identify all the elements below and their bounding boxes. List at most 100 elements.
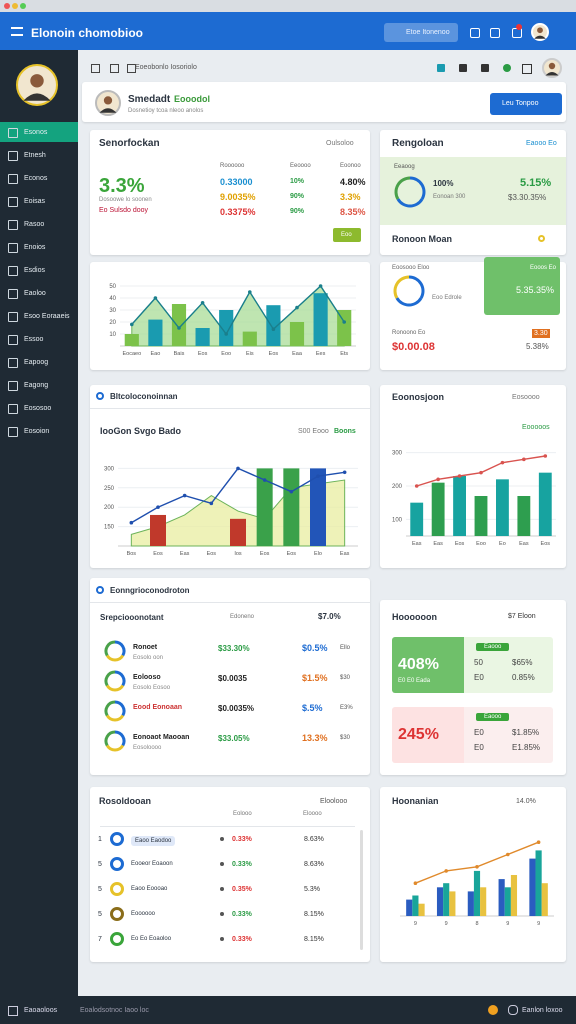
row-value: 0.33%	[232, 836, 252, 843]
x-tick-label: 8	[475, 921, 478, 927]
panel-link[interactable]: $7 Eloon	[508, 613, 536, 620]
title-rule	[90, 408, 370, 409]
tool-icon[interactable]	[437, 64, 445, 72]
tool-icon[interactable]	[91, 64, 100, 73]
window-dot	[20, 3, 26, 9]
nav-icon	[8, 312, 18, 322]
tool-icon[interactable]	[503, 64, 511, 72]
card-line: 50	[474, 658, 483, 667]
button[interactable]	[333, 228, 361, 242]
button[interactable]	[490, 93, 562, 115]
row-index: 5	[98, 911, 102, 918]
profile-name: Smedadt	[128, 94, 171, 105]
panel-title: Bltcoloconoinnan	[110, 392, 178, 401]
ring-icon	[394, 176, 426, 208]
box-label: Eooos Eo	[530, 265, 557, 271]
bar	[517, 496, 531, 536]
row-name: Eolooso	[133, 674, 161, 681]
cell: 90%	[290, 208, 305, 215]
nav-label: Eagong	[24, 382, 49, 389]
row-index: 1	[98, 836, 102, 843]
top-icon[interactable]	[470, 28, 480, 38]
bar	[266, 305, 281, 346]
label: Eoosooo Eloo	[392, 265, 430, 271]
x-tick-label: Eos	[541, 541, 551, 547]
panel-link[interactable]: Eaooo Eo	[526, 140, 557, 147]
y-tick-label: 150	[104, 525, 115, 531]
x-tick-label: Eos	[455, 541, 465, 547]
point	[536, 840, 541, 844]
card-main	[392, 707, 464, 763]
box-value: 5.35.35%	[516, 285, 555, 295]
nav-label: Esoo Eoraaeis	[24, 313, 70, 320]
profile-tag: Eooodol	[174, 94, 210, 104]
scrollbar	[360, 830, 363, 950]
point	[500, 460, 505, 465]
button-label[interactable]: Eoo	[341, 232, 352, 238]
ring-icon	[104, 700, 126, 722]
point	[129, 520, 134, 525]
tool-icon[interactable]	[127, 64, 136, 73]
dot	[538, 235, 545, 242]
panel-link[interactable]: Eloolooo	[320, 798, 348, 805]
bar	[496, 479, 509, 536]
avatar-head	[103, 96, 113, 105]
point	[248, 290, 252, 294]
cell: 0.33000	[220, 177, 253, 187]
green-box	[484, 257, 560, 315]
tool-icon[interactable]	[522, 64, 532, 74]
point	[224, 332, 228, 336]
card-line: E0	[474, 673, 484, 682]
x-tick-label: Eos	[207, 551, 217, 557]
tool-icon[interactable]	[481, 64, 489, 72]
row-name: Eonoaot Maooan	[133, 734, 190, 741]
tool-icon[interactable]	[459, 64, 467, 72]
tool-icon[interactable]	[110, 64, 119, 73]
row-tag: Ello	[340, 645, 351, 651]
nav-label: Econos	[24, 175, 48, 182]
bar	[436, 887, 444, 916]
footer-text: Eanlon loxoo	[522, 1007, 563, 1014]
avatar-body	[99, 108, 117, 113]
x-tick-label: 9	[537, 921, 540, 927]
nav-label: Etnesh	[24, 152, 46, 159]
ring-seg	[105, 744, 125, 752]
point	[457, 474, 462, 478]
y-tick-label: 40	[109, 296, 116, 302]
y-tick-label: 50	[109, 284, 116, 290]
footer-icon[interactable]	[488, 1005, 498, 1015]
x-tick-label: Eas	[412, 541, 422, 547]
point	[209, 501, 214, 506]
stat-sub: Eoo Edrole	[432, 295, 462, 301]
bar	[529, 858, 536, 916]
panel	[90, 578, 370, 775]
col-header: Roooooo	[220, 163, 245, 169]
y-tick-label: 20	[109, 320, 116, 326]
x-tick-label: Eoo	[476, 541, 486, 547]
search-box[interactable]	[384, 23, 458, 42]
panel-note: Eosoooo	[512, 394, 540, 401]
top-icon[interactable]	[490, 28, 500, 38]
panel-title: Rengoloan	[392, 138, 444, 149]
row-pct: 8.63%	[304, 836, 324, 843]
col-header: Eeoooo	[290, 163, 311, 169]
point	[522, 457, 526, 462]
button-label[interactable]: Leu Tonpoo	[502, 100, 539, 107]
nav-label: Enoios	[24, 244, 46, 251]
card-value: 408%	[398, 656, 439, 673]
ring-seg	[104, 640, 116, 657]
point	[262, 478, 267, 482]
bar	[480, 887, 487, 916]
footer-icon[interactable]	[508, 1005, 518, 1015]
bar	[242, 331, 257, 346]
nav-active	[0, 122, 78, 142]
stat-value2: $3.30.35%	[508, 193, 547, 202]
line	[131, 284, 345, 336]
search-text: Etoe Itonenoo	[406, 29, 450, 36]
x-tick-label: 9	[506, 921, 509, 927]
row-icon	[110, 907, 124, 921]
window-strip	[0, 0, 576, 12]
point	[436, 477, 440, 482]
ring-seg	[396, 198, 424, 208]
